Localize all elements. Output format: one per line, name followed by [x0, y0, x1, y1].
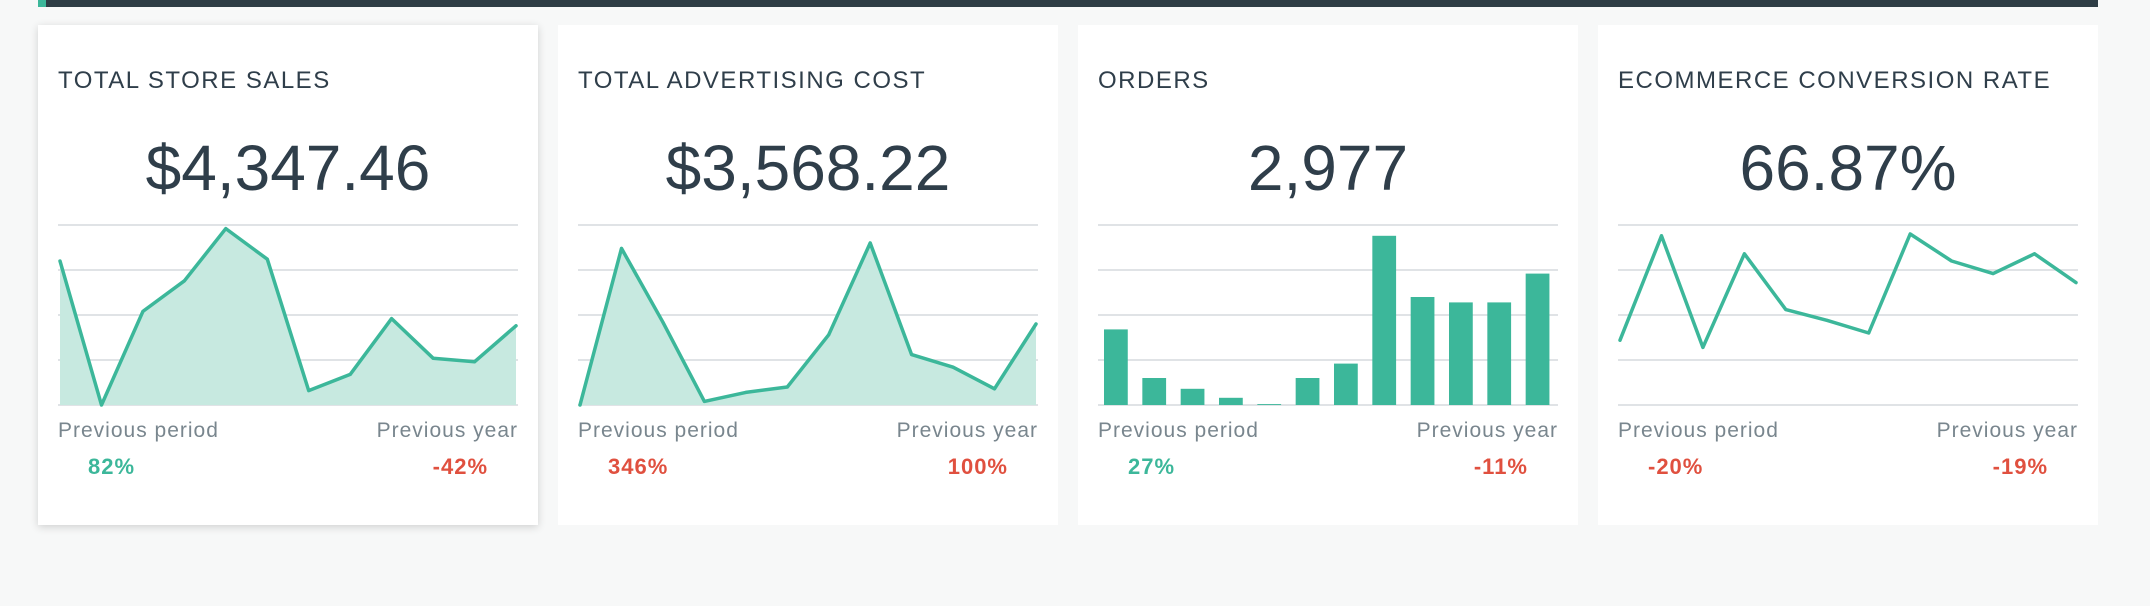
data-point	[910, 353, 914, 357]
area-fill	[580, 243, 1036, 405]
bar	[1410, 297, 1435, 405]
top-accent-marker	[38, 0, 46, 7]
data-point	[265, 257, 269, 261]
kpi-card-total-advertising-cost[interactable]: TOTAL ADVERTISING COST $3,568.22 Previou…	[558, 25, 1058, 525]
data-point	[99, 403, 103, 407]
advertising-area-chart	[578, 224, 1038, 407]
conversion-line-chart	[1618, 224, 2078, 406]
sales-area-chart	[58, 224, 518, 407]
card-value: 2,977	[1247, 132, 1409, 204]
previous-year-label: Previous year	[896, 419, 1038, 442]
bar	[1487, 302, 1512, 405]
data-point	[1991, 272, 1995, 276]
data-point	[473, 360, 477, 364]
bar	[1104, 329, 1128, 405]
data-point	[1659, 234, 1663, 238]
data-point	[993, 387, 997, 391]
data-point	[1908, 232, 1912, 236]
bar	[1257, 404, 1282, 405]
previous-year-label: Previous year	[376, 419, 518, 442]
data-point	[224, 227, 228, 231]
previous-year-change: 100%	[947, 454, 1008, 479]
previous-period-change: 27%	[1128, 454, 1176, 479]
data-point	[1742, 252, 1746, 256]
data-point	[58, 259, 62, 263]
card-title: TOTAL ADVERTISING COST	[578, 67, 927, 94]
data-point	[1867, 331, 1871, 335]
top-accent-bar	[38, 0, 2098, 7]
bar	[1449, 302, 1473, 405]
card-title: TOTAL STORE SALES	[58, 67, 331, 94]
orders-bar-chart	[1098, 224, 1558, 406]
data-point	[514, 324, 518, 328]
card-value: $4,347.46	[145, 132, 431, 204]
card-title: ORDERS	[1098, 67, 1210, 94]
data-point	[182, 279, 186, 283]
kpi-card-orders[interactable]: ORDERS 2,977 Previous period Previous ye…	[1078, 25, 1578, 525]
data-point	[1784, 308, 1788, 312]
data-point	[1701, 345, 1705, 349]
data-point	[785, 385, 789, 389]
data-point	[868, 241, 872, 245]
data-point	[1034, 322, 1038, 326]
data-point	[619, 246, 623, 250]
previous-period-label: Previous period	[578, 419, 739, 442]
previous-period-label: Previous period	[1098, 419, 1259, 442]
data-point	[1950, 259, 1954, 263]
data-point	[431, 356, 435, 360]
bar	[1372, 235, 1397, 405]
bar	[1142, 378, 1167, 405]
previous-period-label: Previous period	[1618, 419, 1779, 442]
area-fill	[60, 228, 516, 405]
bar	[1334, 363, 1358, 405]
data-point	[2033, 252, 2037, 256]
previous-period-change: 82%	[88, 454, 136, 479]
series-line	[578, 241, 1038, 407]
data-point	[702, 399, 706, 403]
data-point	[827, 333, 831, 337]
kpi-card-ecommerce-conversion-rate[interactable]: ECOMMERCE CONVERSION RATE 66.87% Previou…	[1598, 25, 2098, 525]
bar	[1219, 397, 1243, 405]
series-line	[58, 226, 518, 407]
bar	[1295, 378, 1320, 405]
card-value: $3,568.22	[665, 132, 951, 204]
card-title: ECOMMERCE CONVERSION RATE	[1618, 67, 2052, 94]
data-point	[1618, 338, 1622, 342]
bar	[1525, 273, 1550, 405]
data-point	[1825, 318, 1829, 322]
data-point	[141, 309, 145, 313]
data-point	[744, 390, 748, 394]
previous-year-change: -19%	[1992, 454, 2048, 479]
data-point	[390, 317, 394, 321]
previous-year-label: Previous year	[1416, 419, 1558, 442]
bar	[1180, 388, 1205, 405]
data-point	[951, 365, 955, 369]
kpi-card-total-store-sales[interactable]: TOTAL STORE SALES $4,347.46 Previous per…	[38, 25, 538, 525]
previous-year-label: Previous year	[1936, 419, 2078, 442]
previous-period-label: Previous period	[58, 419, 219, 442]
data-point	[578, 403, 582, 407]
card-value: 66.87%	[1739, 132, 1957, 204]
previous-period-change: -20%	[1648, 454, 1704, 479]
series-line	[1618, 232, 2078, 350]
data-point	[661, 320, 665, 324]
data-point	[307, 389, 311, 393]
previous-year-change: -11%	[1473, 454, 1528, 479]
previous-period-change: 346%	[608, 454, 669, 479]
data-point	[348, 372, 352, 376]
previous-year-change: -42%	[432, 454, 488, 479]
data-point	[2074, 281, 2078, 285]
